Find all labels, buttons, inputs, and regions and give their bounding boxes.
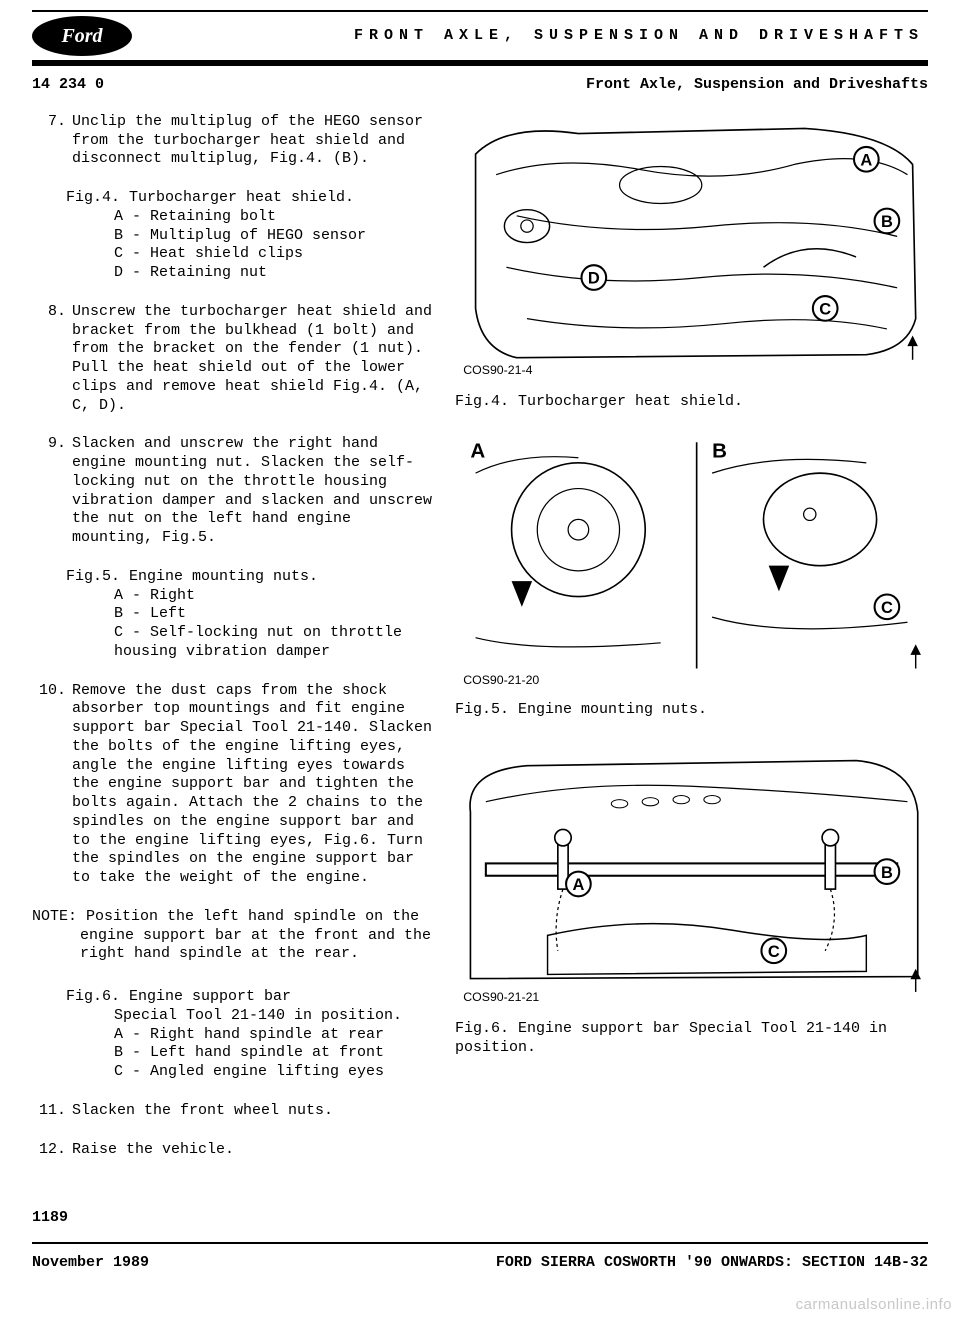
step-8: 8. Unscrew the turbocharger heat shield … bbox=[32, 303, 435, 416]
step-7-text: Unclip the multiplug of the HEGO sensor … bbox=[72, 113, 435, 169]
fig5-callout-c: C bbox=[881, 599, 893, 617]
logo-text: Ford bbox=[61, 24, 102, 49]
fig4-caption: Fig.4. Turbocharger heat shield. bbox=[455, 393, 928, 412]
step-9-text: Slacken and unscrew the right hand engin… bbox=[72, 435, 435, 548]
step-11-text: Slacken the front wheel nuts. bbox=[72, 1102, 435, 1121]
note-label: NOTE: bbox=[32, 908, 77, 925]
fig6-callout-c: C bbox=[768, 943, 780, 961]
step-10-num: 10. bbox=[32, 682, 72, 888]
content-row: 7. Unclip the multiplug of the HEGO sens… bbox=[32, 113, 928, 1180]
fig4-b: B - Multiplug of HEGO sensor bbox=[114, 227, 435, 246]
fig4-ref: COS90-21-4 bbox=[463, 363, 532, 377]
step-11: 11. Slacken the front wheel nuts. bbox=[32, 1102, 435, 1121]
fig6-desc: Fig.6. Engine support bar Special Tool 2… bbox=[66, 988, 435, 1082]
step-12-num: 12. bbox=[32, 1141, 72, 1160]
fig6-caption: Fig.6. Engine support bar Special Tool 2… bbox=[455, 1020, 928, 1058]
ford-logo: Ford bbox=[32, 16, 132, 56]
step-8-num: 8. bbox=[32, 303, 72, 416]
footer-left: November 1989 bbox=[32, 1254, 149, 1273]
figure-4-svg: A B C D COS90-21-4 bbox=[455, 113, 928, 380]
fig5-desc: Fig.5. Engine mounting nuts. A - Right B… bbox=[66, 568, 435, 662]
fig6-label: Fig.6. Engine support bar bbox=[66, 988, 435, 1007]
step-10-text: Remove the dust caps from the shock abso… bbox=[72, 682, 435, 888]
fig5-items: A - Right B - Left C - Self-locking nut … bbox=[66, 587, 435, 662]
fig6-sub: Special Tool 21-140 in position. bbox=[114, 1007, 435, 1026]
fig4-c: C - Heat shield clips bbox=[114, 245, 435, 264]
step-7-num: 7. bbox=[32, 113, 72, 169]
fig6-c: C - Angled engine lifting eyes bbox=[114, 1063, 435, 1082]
fig6-b: B - Left hand spindle at front bbox=[114, 1044, 435, 1063]
header-row: Ford FRONT AXLE, SUSPENSION AND DRIVESHA… bbox=[32, 16, 928, 56]
left-column: 7. Unclip the multiplug of the HEGO sens… bbox=[32, 113, 435, 1180]
fig4-desc: Fig.4. Turbocharger heat shield. A - Ret… bbox=[66, 189, 435, 283]
note-text-first: Position the left hand spindle on the bbox=[86, 908, 419, 925]
step-9-num: 9. bbox=[32, 435, 72, 548]
fig4-d: D - Retaining nut bbox=[114, 264, 435, 283]
fig6-callout-b: B bbox=[881, 864, 893, 882]
top-rule bbox=[32, 10, 928, 12]
page-number: 1189 bbox=[32, 1209, 928, 1228]
fig6-callout-a: A bbox=[572, 876, 584, 894]
subheader-right: Front Axle, Suspension and Driveshafts bbox=[586, 76, 928, 95]
step-7: 7. Unclip the multiplug of the HEGO sens… bbox=[32, 113, 435, 169]
fig4-items: A - Retaining bolt B - Multiplug of HEGO… bbox=[66, 208, 435, 283]
fig4-callout-a: A bbox=[860, 151, 872, 169]
step-12-text: Raise the vehicle. bbox=[72, 1141, 435, 1160]
step-11-num: 11. bbox=[32, 1102, 72, 1121]
fig4-a: A - Retaining bolt bbox=[114, 208, 435, 227]
fig5-label: Fig.5. Engine mounting nuts. bbox=[66, 568, 435, 587]
fig4-callout-c: C bbox=[819, 300, 831, 318]
fig5-caption: Fig.5. Engine mounting nuts. bbox=[455, 701, 928, 720]
header-title: FRONT AXLE, SUSPENSION AND DRIVESHAFTS bbox=[132, 27, 928, 46]
fig4-callout-b: B bbox=[881, 213, 893, 231]
bottom-rule bbox=[32, 1242, 928, 1244]
footer-right: FORD SIERRA COSWORTH '90 ONWARDS: SECTIO… bbox=[496, 1254, 928, 1273]
right-column: A B C D COS90-21-4 Fig.4. Turbocharger h… bbox=[455, 113, 928, 1180]
figure-6-svg: A B C COS90-21-21 bbox=[455, 740, 928, 1007]
fig5-panel-a: A bbox=[470, 439, 485, 462]
footer-row: November 1989 FORD SIERRA COSWORTH '90 O… bbox=[32, 1254, 928, 1273]
fig5-ref: COS90-21-20 bbox=[463, 673, 539, 687]
figure-5-svg: A B C COS90-21-20 bbox=[455, 432, 928, 689]
step-9: 9. Slacken and unscrew the right hand en… bbox=[32, 435, 435, 548]
fig4-callout-d: D bbox=[588, 269, 600, 287]
step-8-text: Unscrew the turbocharger heat shield and… bbox=[72, 303, 435, 416]
fig5-c: C - Self-locking nut on throttle housing… bbox=[114, 624, 435, 662]
subheader-left: 14 234 0 bbox=[32, 76, 104, 95]
fig5-a: A - Right bbox=[114, 587, 435, 606]
watermark: carmanualsonline.info bbox=[796, 1296, 952, 1315]
step-12: 12. Raise the vehicle. bbox=[32, 1141, 435, 1160]
fig4-label: Fig.4. Turbocharger heat shield. bbox=[66, 189, 435, 208]
fig5-b: B - Left bbox=[114, 605, 435, 624]
fig6-ref: COS90-21-21 bbox=[463, 990, 539, 1004]
fig6-a: A - Right hand spindle at rear bbox=[114, 1026, 435, 1045]
thick-rule bbox=[32, 60, 928, 66]
note-text-rest: engine support bar at the front and the … bbox=[32, 927, 435, 965]
note-block: NOTE: Position the left hand spindle on … bbox=[32, 908, 435, 964]
fig6-items: Special Tool 21-140 in position. A - Rig… bbox=[66, 1007, 435, 1082]
fig5-panel-b: B bbox=[712, 439, 727, 462]
subheader-row: 14 234 0 Front Axle, Suspension and Driv… bbox=[32, 76, 928, 95]
step-10: 10. Remove the dust caps from the shock … bbox=[32, 682, 435, 888]
